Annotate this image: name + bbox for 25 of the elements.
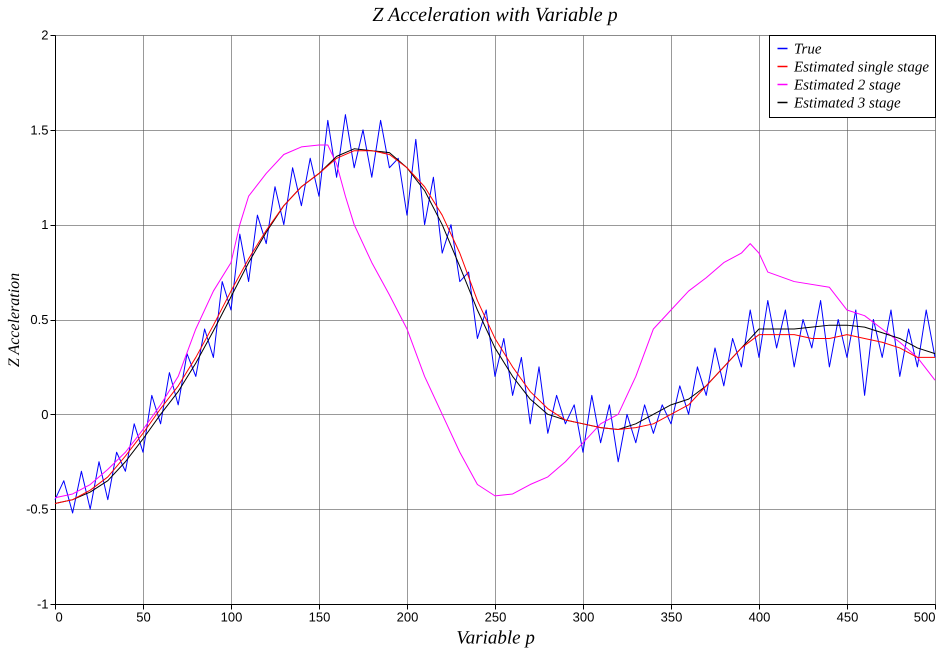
x-tick-label: 0 [56,610,63,624]
x-tick-label: 250 [484,610,506,624]
x-tick-label: 500 [914,610,936,624]
y-tick-label: -0.5 [26,502,48,517]
y-tick-label: 1.5 [30,122,48,138]
chart-title: Z Acceleration with Variable p [372,4,618,26]
x-tick-label: 350 [660,610,682,624]
x-tick-label: 300 [572,610,594,624]
legend-label: Estimated 3 stage [793,96,901,112]
y-axis-title: Z Acceleration [6,272,24,368]
x-tick-label: 50 [136,610,151,624]
x-tick-label: 100 [220,610,242,624]
legend-label: True [794,42,822,58]
x-tick-label: 200 [396,610,418,624]
x-axis-title: Variable p [456,628,535,648]
y-tick-label: 0 [41,406,48,422]
y-tick-label: 0.5 [30,312,48,327]
y-tick-label: -1 [36,596,48,612]
y-tick-label: 2 [41,28,48,42]
legend-label: Estimated single stage [793,60,930,76]
x-tick-label: 150 [308,610,330,624]
x-tick-label: 400 [748,610,770,624]
y-tick-label: 1 [41,217,48,232]
legend-label: Estimated 2 stage [793,78,901,94]
x-tick-label: 450 [836,610,858,624]
